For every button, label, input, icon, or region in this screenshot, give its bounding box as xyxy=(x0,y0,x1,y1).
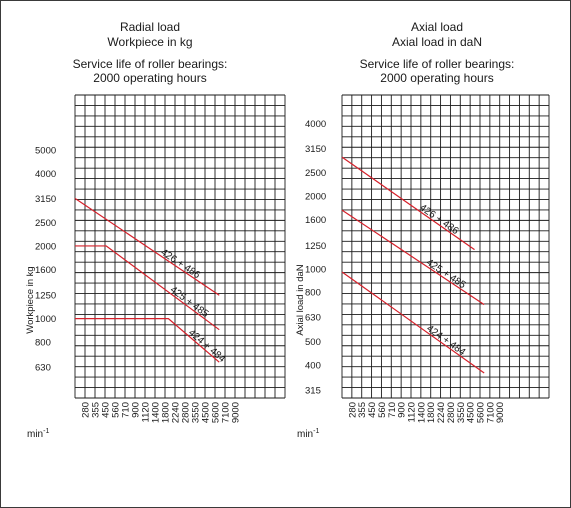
right-y-tick-label: 3150 xyxy=(305,144,326,155)
left-y-axis-title: Workpiece in kg xyxy=(25,266,36,333)
right-x-tick-label: 3550 xyxy=(456,402,467,423)
left-x-tick-label: 710 xyxy=(121,402,132,418)
right-x-tick-label: 450 xyxy=(367,402,378,418)
right-y-tick-label: 2000 xyxy=(305,192,326,203)
left-subtitle-2: Service life of roller bearings: xyxy=(72,57,228,71)
right-x-tick-label: 1400 xyxy=(416,402,427,423)
right-series-line-2 xyxy=(341,209,485,306)
right-x-tick-label: 900 xyxy=(397,402,408,418)
right-y-tick-label: 800 xyxy=(305,288,321,299)
left-subtitle: Workpiece in kg xyxy=(107,35,193,49)
left-x-tick-label: 2800 xyxy=(181,402,192,423)
right-series-label-1: 426 + 486 xyxy=(417,202,460,237)
right-x-tick-label: 2800 xyxy=(446,402,457,423)
left-x-tick-label: 1400 xyxy=(151,402,162,423)
right-y-tick-label: 315 xyxy=(305,385,321,396)
right-series-line-1 xyxy=(341,156,475,251)
right-y-tick-label: 1000 xyxy=(305,264,326,275)
left-series-label-3: 424 + 484 xyxy=(186,327,227,365)
left-x-tick-label: 7100 xyxy=(221,402,232,423)
left-y-tick-label: 1000 xyxy=(35,314,56,325)
left-x-tick-label: 355 xyxy=(91,402,102,418)
left-x-tick-label: 2240 xyxy=(171,402,182,423)
left-y-tick-label: 800 xyxy=(35,338,51,349)
right-y-tick-label: 4000 xyxy=(305,119,326,130)
left-x-tick-label: 1800 xyxy=(161,402,172,423)
left-x-tick-label: 560 xyxy=(111,402,122,418)
left-series-line-2 xyxy=(75,245,220,331)
right-title: Axial load xyxy=(410,20,464,34)
left-y-tick-label: 2500 xyxy=(35,218,56,229)
left-x-tick-label: 3550 xyxy=(191,402,202,423)
right-subtitle: Axial load in daN xyxy=(391,35,483,49)
right-x-tick-label: 7100 xyxy=(485,402,496,423)
right-subtitle-2: Service life of roller bearings: xyxy=(359,57,515,71)
right-x-tick-label: 9000 xyxy=(495,402,506,423)
right-y-tick-label: 2500 xyxy=(305,168,326,179)
left-y-tick-label: 2000 xyxy=(35,241,56,252)
right-x-tick-label: 2240 xyxy=(436,402,447,423)
right-y-axis-title: Axial load in daN xyxy=(295,264,306,335)
left-y-tick-label: 3150 xyxy=(35,194,56,205)
left-series-label-2: 425 + 485 xyxy=(168,284,211,320)
right-x-unit: min-1 xyxy=(297,428,319,440)
left-subtitle-3: 2000 operating hours xyxy=(93,71,207,85)
right-x-tick-label: 560 xyxy=(377,402,388,418)
left-title: Radial load xyxy=(119,20,181,34)
left-x-unit: min-1 xyxy=(27,428,49,440)
right-x-tick-label: 5600 xyxy=(476,402,487,423)
right-x-tick-label: 710 xyxy=(387,402,398,418)
right-y-tick-label: 630 xyxy=(305,313,321,324)
left-series-line-3 xyxy=(75,318,220,363)
left-x-tick-label: 1120 xyxy=(141,402,152,422)
left-series-line-1 xyxy=(74,197,220,296)
right-x-tick-label: 1800 xyxy=(426,402,437,423)
right-y-tick-label: 400 xyxy=(305,360,321,371)
left-y-tick-label: 5000 xyxy=(35,145,56,156)
right-x-tick-label: 355 xyxy=(357,402,368,418)
right-y-tick-label: 1250 xyxy=(305,241,326,252)
right-subtitle-3: 2000 operating hours xyxy=(380,71,494,85)
left-y-tick-label: 1600 xyxy=(35,265,56,276)
left-y-tick-label: 4000 xyxy=(35,169,56,180)
right-series-line-3 xyxy=(341,271,485,374)
right-x-tick-label: 1120 xyxy=(407,402,418,422)
left-x-tick-label: 450 xyxy=(101,402,112,418)
left-y-tick-label: 630 xyxy=(35,363,51,374)
right-x-tick-label: 280 xyxy=(347,402,358,418)
right-y-tick-label: 500 xyxy=(305,337,321,348)
left-x-tick-label: 5600 xyxy=(211,402,222,423)
left-x-tick-label: 9000 xyxy=(231,402,242,423)
left-x-tick-label: 4500 xyxy=(201,402,212,423)
left-x-tick-label: 900 xyxy=(131,402,142,418)
left-x-tick-label: 280 xyxy=(81,402,92,418)
left-y-tick-label: 1250 xyxy=(35,291,56,302)
right-x-tick-label: 4500 xyxy=(466,402,477,423)
right-y-tick-label: 1600 xyxy=(305,215,326,226)
